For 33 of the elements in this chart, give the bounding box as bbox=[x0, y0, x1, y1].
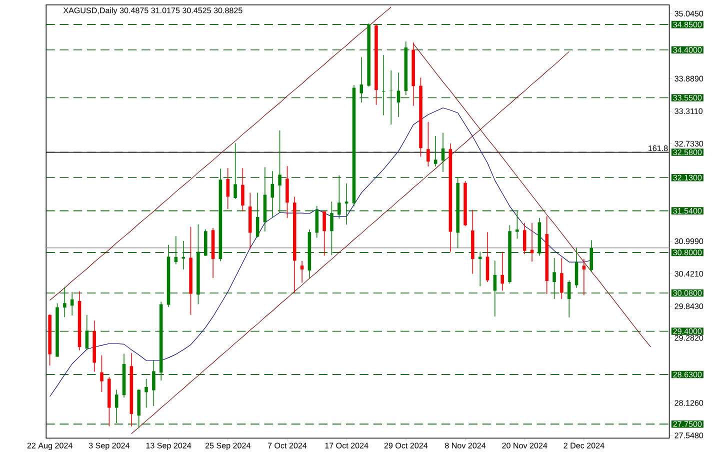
y-tick-label: 30.9990 bbox=[674, 238, 704, 244]
x-tick-label: 25 Sep 2024 bbox=[205, 442, 250, 450]
x-tick-label: 29 Oct 2024 bbox=[384, 442, 428, 449]
x-tick-label: 13 Sep 2024 bbox=[146, 442, 192, 450]
y-tick-label: 29.2820 bbox=[674, 335, 704, 341]
x-tick-label: 8 Nov 2024 bbox=[445, 442, 486, 449]
ref-line-label: 34.8500 bbox=[673, 22, 702, 28]
ref-line-label: 29.4000 bbox=[673, 328, 702, 334]
y-tick-label: 33.3110 bbox=[674, 108, 703, 114]
y-tick-label: 35.0450 bbox=[674, 10, 704, 17]
y-tick-label: 28.1260 bbox=[674, 400, 704, 406]
ref-line-label: 28.6300 bbox=[673, 372, 702, 378]
ref-line-label: 27.7500 bbox=[673, 421, 702, 428]
ref-line-label: 31.5400 bbox=[673, 208, 702, 214]
x-tick-label: 22 Aug 2024 bbox=[27, 442, 72, 450]
ref-line-label: 30.8000 bbox=[673, 250, 702, 256]
ref-line-label: 34.4000 bbox=[673, 47, 702, 53]
x-tick-label: 7 Oct 2024 bbox=[268, 442, 307, 449]
y-tick-label: 30.4210 bbox=[674, 271, 704, 277]
chart-title: XAGUSD,Daily 30.4875 31.0175 30.4525 30.8825 bbox=[63, 7, 242, 15]
y-tick-label: 33.8890 bbox=[674, 76, 704, 82]
y-tick-label: 32.7330 bbox=[674, 140, 704, 147]
ref-line-label: 30.0800 bbox=[673, 290, 702, 296]
x-tick-label: 20 Nov 2024 bbox=[502, 442, 548, 449]
ref-line-label: 33.5500 bbox=[673, 95, 702, 101]
x-tick-label: 17 Oct 2024 bbox=[325, 442, 368, 449]
x-tick-label: 3 Sep 2024 bbox=[88, 442, 130, 450]
y-tick-label: 27.5480 bbox=[674, 432, 704, 438]
y-tick-label: 29.8430 bbox=[674, 304, 704, 310]
ref-line-label: 32.5800 bbox=[673, 150, 702, 156]
annotation: 161.8 bbox=[648, 146, 668, 152]
x-tick-label: 2 Dec 2024 bbox=[564, 442, 604, 449]
ref-line-label: 32.1300 bbox=[673, 174, 702, 181]
